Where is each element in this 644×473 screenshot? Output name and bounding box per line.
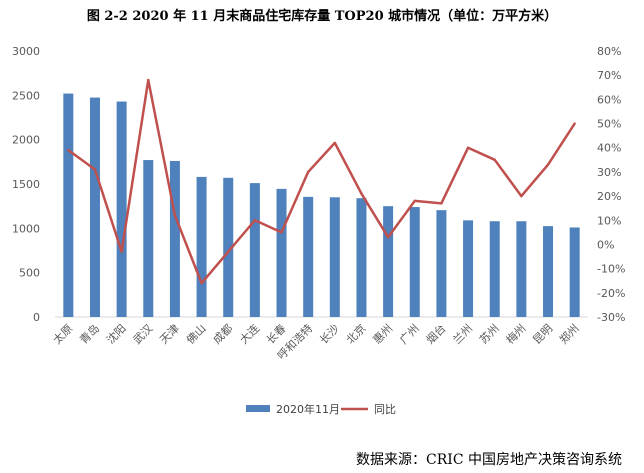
line-point [386,236,390,239]
chart-title: 图 2-2 2020 年 11 月末商品住宅库存量 TOP20 城市情况（单位：… [86,9,558,24]
line-point [413,199,416,203]
category-label: 武汉 [131,322,156,347]
category-label: 沈阳 [103,321,128,346]
right-axis-tick: 50% [597,118,621,131]
line-point [466,146,470,149]
line-point [546,163,550,166]
right-axis-tick: 10% [597,214,621,227]
line-point [360,192,363,195]
bar [489,221,500,317]
bar [409,207,420,317]
bar [516,221,527,317]
bar [463,220,474,317]
bar [329,197,340,317]
line-point [333,141,337,145]
bar-series [63,93,580,317]
source-note: 数据来源：CRIC 中国房地产决策咨询系统 [356,452,622,468]
bar [303,196,314,317]
line-point [520,194,523,198]
category-label: 惠州 [370,321,395,346]
bar [89,97,100,317]
bar [63,93,74,317]
right-axis: -30% -20% -10% 0% 10% 20% 30% 40% 50% 60% 70% 80% [597,45,625,324]
line-point [200,281,203,285]
category-label: 北京 [343,321,368,346]
line-point [440,202,443,205]
bar [169,160,180,317]
line-path [67,78,576,285]
category-label: 成都 [211,322,236,347]
category-label: 兰州 [450,322,475,347]
right-axis-tick: 80% [597,45,621,58]
category-label: 大连 [237,321,262,346]
left-axis-tick: 1500 [12,178,40,191]
line-point [120,250,123,253]
line-point [573,122,576,125]
bar [569,227,580,317]
right-axis-tick: -20% [597,287,625,300]
right-axis-tick: -10% [597,263,625,276]
legend: 2020年11月 同比 [246,402,396,416]
category-label: 烟台 [423,321,448,346]
legend-bar-label: 2020年11月 [276,402,340,416]
category-label: 佛山 [184,322,209,347]
left-axis: 0 500 1000 1500 2000 2500 3000 [12,45,40,324]
category-label: 郑州 [556,321,581,346]
line-series [67,78,576,285]
bar [223,177,234,317]
category-label: 天津 [157,322,182,347]
right-axis-tick: 40% [597,142,621,155]
category-label: 昆明 [530,322,555,347]
line-point [67,148,70,152]
line-point [280,231,283,234]
legend-bar-swatch [246,405,270,412]
left-axis-tick: 2500 [12,89,40,102]
bar [196,176,207,317]
right-axis-tick: 70% [597,69,621,82]
left-axis-tick: 2000 [12,134,40,147]
line-point [253,219,257,222]
line-point [493,158,496,162]
legend-line-label: 同比 [374,403,396,416]
category-label: 苏州 [477,322,502,347]
right-axis-tick: -30% [597,311,625,324]
bar [276,188,287,317]
category-label: 梅州 [503,321,528,346]
line-point [147,78,150,82]
bar [356,198,367,317]
left-axis-tick: 3000 [12,45,40,58]
bar [249,183,260,317]
right-axis-tick: 0% [597,238,614,251]
category-label: 长沙 [317,322,342,347]
line-point [306,170,310,174]
line-point [93,168,97,171]
category-label: 太原 [51,322,76,347]
bar [143,160,154,317]
line-point [173,214,177,217]
category-label: 广州 [397,322,422,347]
bar [116,101,127,317]
category-label: 青岛 [77,321,102,346]
bar [543,226,554,317]
left-axis-tick: 1000 [12,222,40,235]
bar [436,210,447,317]
right-axis-tick: 30% [597,166,621,179]
line-point [227,250,230,253]
left-axis-tick: 500 [19,267,40,280]
bar [383,206,394,317]
left-axis-tick: 0 [33,311,40,324]
right-axis-tick: 20% [597,190,621,203]
right-axis-tick: 60% [597,93,621,106]
